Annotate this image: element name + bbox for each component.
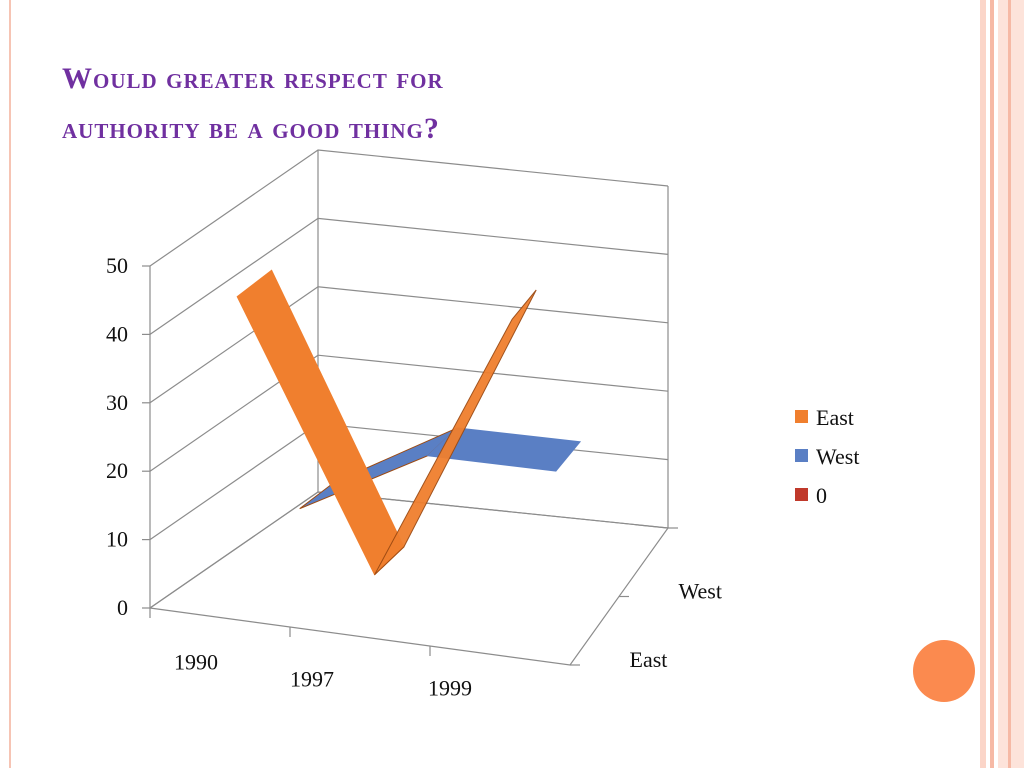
legend-swatch bbox=[795, 488, 808, 501]
chart-series bbox=[236, 269, 582, 576]
legend-label: East bbox=[816, 405, 854, 430]
y-gridline bbox=[149, 217, 669, 335]
x-tick-label: 1990 bbox=[174, 650, 218, 675]
right-border-band bbox=[990, 0, 994, 768]
title-line-2: authority be a good thing? bbox=[62, 112, 440, 145]
legend-swatch bbox=[795, 449, 808, 462]
series-ribbon-east bbox=[236, 269, 405, 576]
y-gridline bbox=[149, 149, 669, 267]
y-tick-label: 30 bbox=[106, 390, 128, 415]
y-gridline bbox=[149, 354, 669, 472]
legend-swatch bbox=[795, 410, 808, 423]
chart-gridlines bbox=[142, 149, 678, 666]
title-line-1: Would greater respect for bbox=[62, 62, 444, 95]
slide-title: Would greater respect for authority be a… bbox=[62, 54, 822, 154]
depth-tick-label: West bbox=[679, 578, 722, 603]
y-tick-label: 10 bbox=[106, 527, 128, 552]
y-tick-label: 40 bbox=[106, 321, 128, 346]
decorative-circle bbox=[913, 640, 975, 702]
y-tick-label: 20 bbox=[106, 458, 128, 483]
y-gridline bbox=[149, 286, 669, 404]
chart-legend: East West 0 bbox=[795, 405, 859, 508]
right-border-band bbox=[980, 0, 986, 768]
right-border-band bbox=[998, 0, 1024, 768]
x-tick-label: 1999 bbox=[428, 676, 472, 701]
legend-label: 0 bbox=[816, 483, 827, 508]
left-border-rule bbox=[9, 0, 11, 768]
x-tick-label: 1997 bbox=[290, 667, 334, 692]
series-ribbon-east bbox=[374, 289, 537, 576]
y-tick-label: 50 bbox=[106, 253, 128, 278]
depth-tick-label: East bbox=[630, 647, 668, 672]
series-ribbon-west bbox=[426, 427, 582, 472]
chart-axis-labels: 0 10 20 30 40 50 1990 1997 1999 East West bbox=[106, 253, 722, 701]
y-gridline bbox=[149, 491, 669, 609]
legend-label: West bbox=[816, 444, 859, 469]
right-border-band bbox=[1008, 0, 1011, 768]
y-tick-label: 0 bbox=[117, 595, 128, 620]
